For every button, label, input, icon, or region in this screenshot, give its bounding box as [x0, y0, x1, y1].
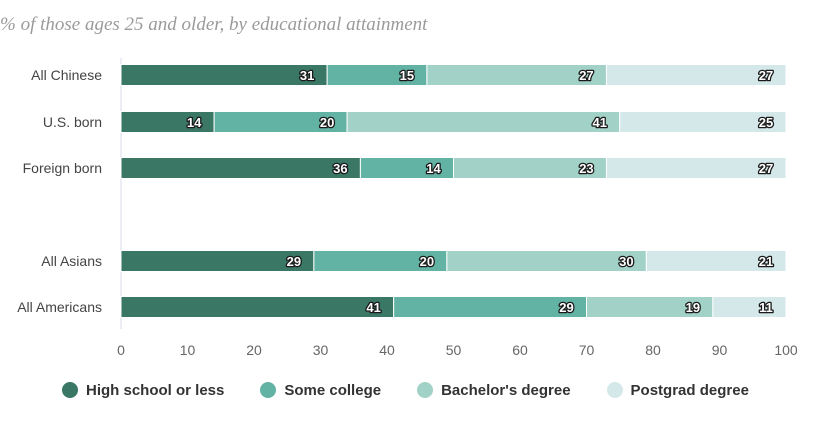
data-label: 36 — [333, 161, 347, 176]
data-label: 21 — [759, 254, 773, 269]
category-label: Foreign born — [23, 160, 102, 176]
data-label: 31 — [300, 68, 314, 83]
bar-segment — [120, 157, 361, 179]
x-tick-label: 100 — [774, 342, 798, 358]
x-tick-label: 20 — [246, 342, 262, 358]
data-label: 11 — [759, 300, 773, 315]
category-label: U.S. born — [43, 114, 102, 130]
x-tick-label: 50 — [446, 342, 462, 358]
bar-segment — [120, 250, 315, 272]
chart-subtitle: % of those ages 25 and older, by educati… — [0, 14, 428, 35]
data-label: 25 — [759, 115, 773, 130]
legend-label: High school or less — [86, 381, 225, 399]
x-tick-label: 40 — [379, 342, 395, 358]
x-tick-label: 30 — [313, 342, 329, 358]
legend-item[interactable]: High school or less — [62, 382, 224, 399]
data-label: 27 — [759, 161, 773, 176]
legend-item[interactable]: Bachelor's degree — [417, 381, 571, 399]
data-label: 19 — [686, 300, 700, 315]
bar-segment — [446, 250, 647, 272]
data-label: 30 — [619, 254, 633, 269]
stacked-bar-chart: 31 15 27 27 14 20 41 25 36 14 23 27 29 20 30 21 41 29 19 11… — [17, 58, 798, 358]
data-label: 14 — [187, 115, 202, 130]
data-label: 41 — [366, 300, 380, 315]
x-tick-label: 10 — [180, 342, 196, 358]
bar-segment — [120, 296, 395, 318]
bar-segment — [120, 64, 328, 86]
category-label: All Asians — [41, 253, 102, 269]
data-label: 15 — [400, 68, 414, 83]
data-label: 14 — [426, 161, 441, 176]
legend-swatch-icon — [260, 382, 277, 398]
x-tick-label: 60 — [512, 342, 528, 358]
data-label: 29 — [287, 254, 301, 269]
category-label: All Chinese — [31, 67, 102, 83]
bar-segment — [645, 250, 787, 272]
x-tick-label: 90 — [712, 342, 728, 358]
data-label: 41 — [593, 115, 607, 130]
legend: High school or less Some college Bachelor'… — [62, 376, 785, 404]
bar-segment — [619, 111, 787, 133]
bar-segment — [605, 64, 787, 86]
bar-segment — [712, 296, 787, 318]
legend-swatch-icon — [62, 382, 78, 398]
legend-item[interactable]: Some college — [260, 382, 381, 399]
legend-swatch-icon — [417, 382, 434, 398]
data-label: 27 — [579, 68, 593, 83]
x-tick-label: 0 — [117, 342, 125, 358]
x-tick-label: 80 — [645, 342, 661, 358]
data-label: 27 — [759, 68, 773, 83]
data-label: 23 — [579, 161, 593, 176]
legend-item[interactable]: Postgrad degree — [606, 381, 749, 399]
legend-label: Postgrad degree — [630, 381, 749, 399]
legend-label: Bachelor's degree — [441, 381, 571, 399]
legend-label: Some college — [284, 381, 382, 399]
bar-segment — [605, 157, 787, 179]
data-label: 20 — [420, 254, 434, 269]
data-label: 20 — [320, 115, 334, 130]
bar-segment — [346, 111, 621, 133]
x-tick-label: 70 — [579, 342, 595, 358]
bar-segment — [393, 296, 587, 318]
category-label: All Americans — [17, 299, 102, 315]
data-label: 29 — [559, 300, 573, 315]
legend-swatch-icon — [606, 382, 623, 398]
